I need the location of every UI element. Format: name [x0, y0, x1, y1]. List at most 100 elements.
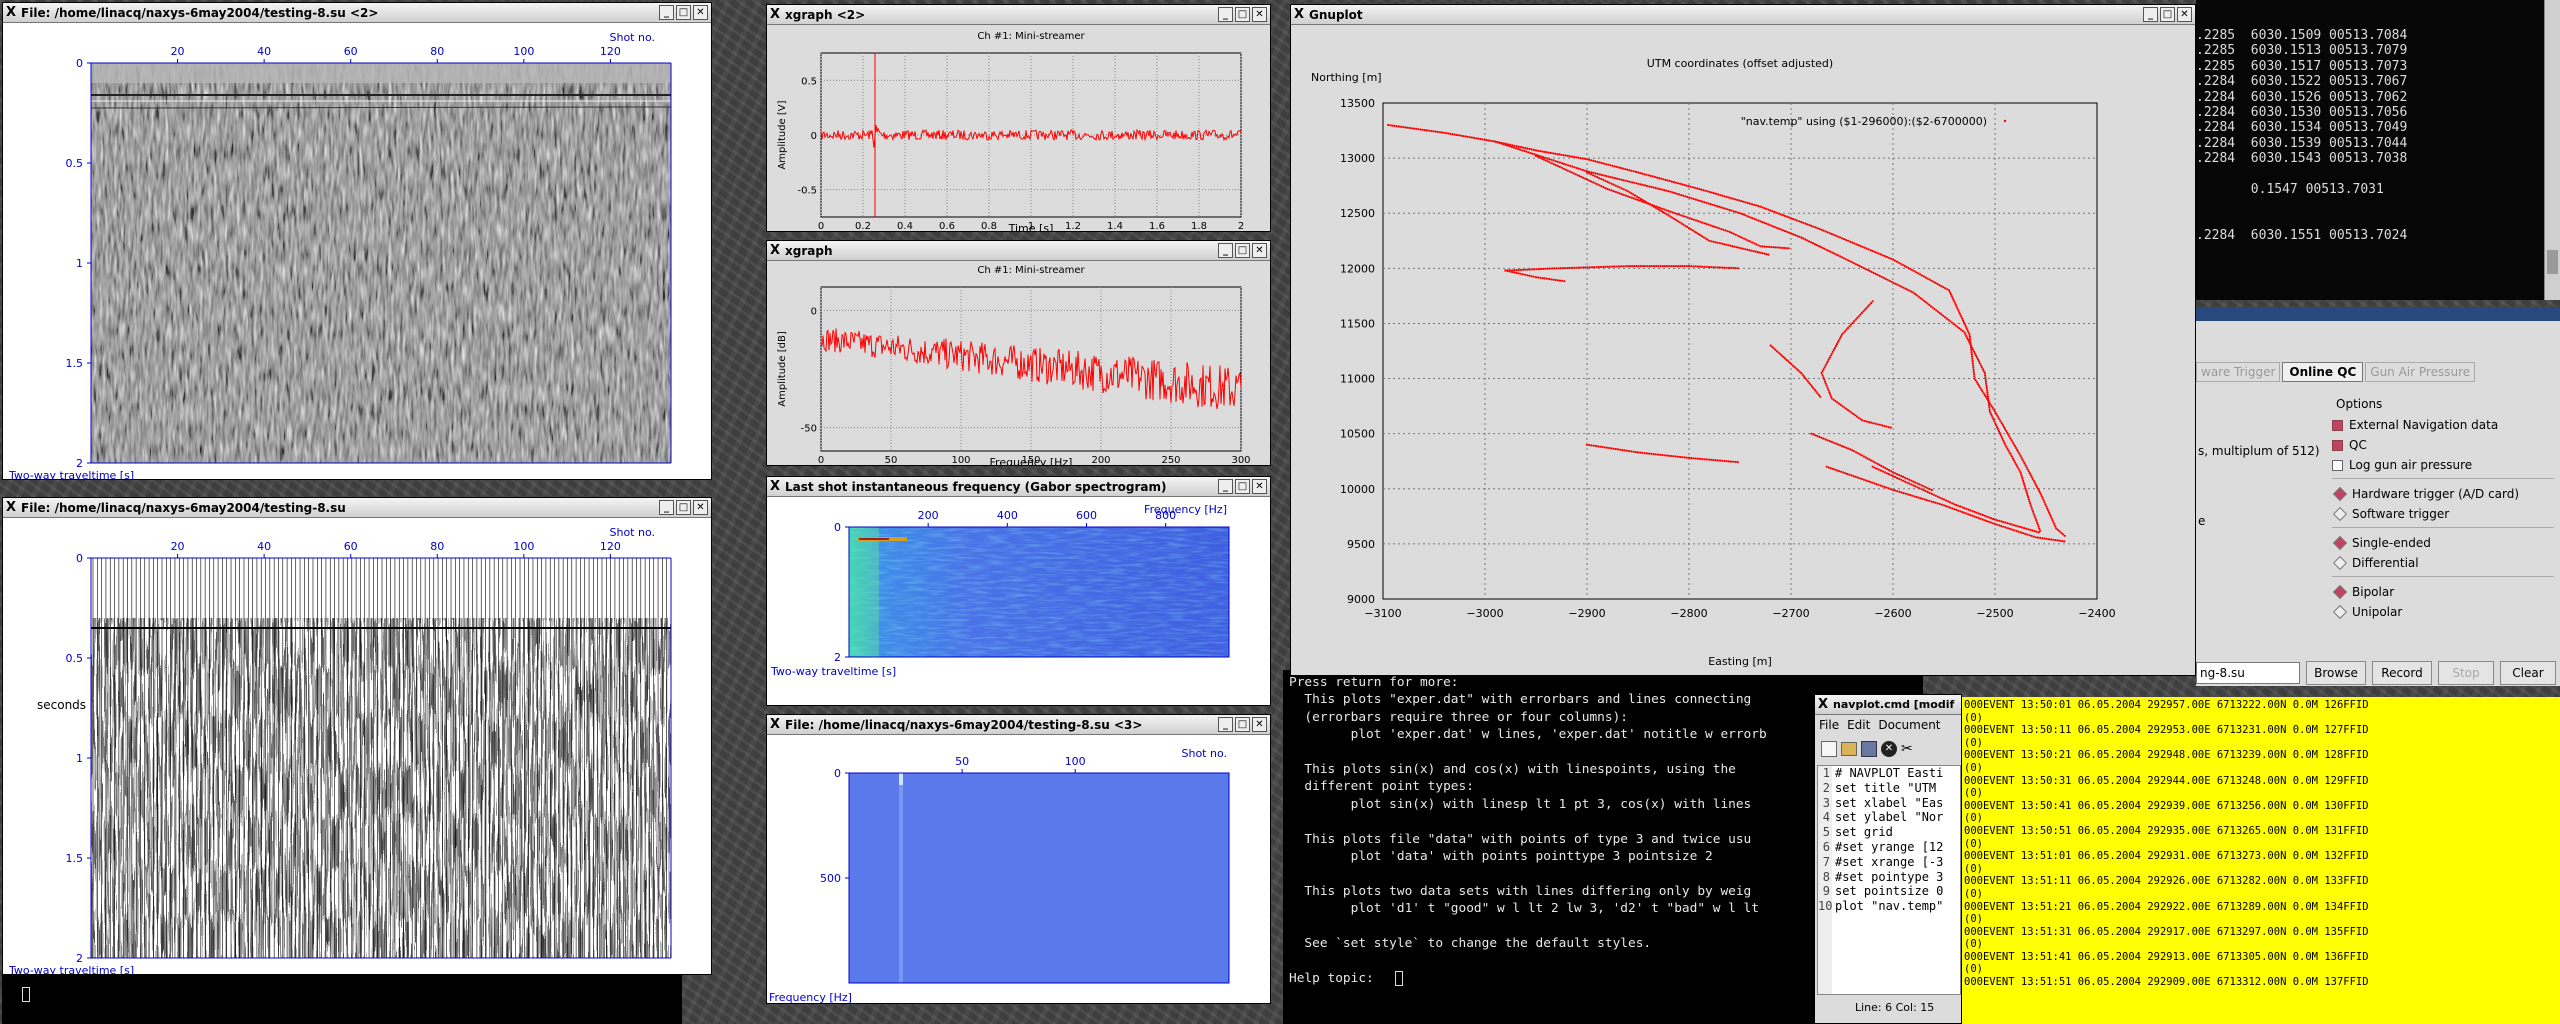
tab-online-qc[interactable]: Online QC	[2282, 362, 2364, 382]
nav-point	[1641, 451, 1644, 454]
maximize-button[interactable]: □	[2160, 7, 2175, 22]
external-navigation-checkbox[interactable]: External Navigation data	[2332, 418, 2554, 432]
nav-point	[1870, 302, 1873, 305]
bipolar-radio[interactable]: Bipolar	[2332, 584, 2554, 600]
nav-point	[1626, 190, 1629, 193]
nav-point	[2046, 507, 2049, 510]
minimize-button[interactable]: _	[659, 500, 674, 515]
nav-point	[1604, 187, 1607, 190]
tab-gun-air-pressure[interactable]: Gun Air Pressure	[2365, 362, 2476, 382]
menu-document[interactable]: Document	[1878, 718, 1941, 732]
x-logo-icon: X	[770, 243, 781, 258]
maximize-button[interactable]: □	[676, 500, 691, 515]
nav-point	[1969, 509, 1972, 512]
log-line: 000EVENT 13:51:51 06.05.2004 292909.00E …	[1964, 976, 2369, 989]
nav-point	[1747, 215, 1750, 218]
differential-radio[interactable]: Differential	[2332, 555, 2554, 571]
nav-point	[1663, 208, 1666, 211]
nav-point	[1573, 155, 1576, 159]
nav-point	[1645, 201, 1648, 204]
maximize-button[interactable]: □	[1235, 243, 1250, 258]
record-button[interactable]: Record	[2372, 661, 2432, 685]
nav-point	[2058, 530, 2061, 533]
close-button[interactable]: ✕	[693, 5, 708, 20]
nav-point	[2009, 453, 2012, 456]
nav-point	[1669, 210, 1672, 213]
new-file-icon[interactable]	[1821, 741, 1837, 757]
close-button[interactable]: ✕	[1252, 243, 1267, 258]
nav-point	[1665, 189, 1668, 192]
nav-point	[1999, 433, 2002, 437]
nav-point	[2002, 520, 2005, 524]
menu-edit[interactable]: Edit	[1847, 718, 1871, 732]
unipolar-radio[interactable]: Unipolar	[2332, 604, 2554, 620]
minimize-button[interactable]: _	[2143, 7, 2158, 22]
maximize-button[interactable]: □	[1235, 479, 1250, 494]
maximize-button[interactable]: □	[1235, 7, 1250, 22]
minimize-button[interactable]: _	[1218, 717, 1233, 732]
nav-point	[1828, 232, 1831, 235]
nav-point	[1873, 466, 1876, 469]
open-folder-icon[interactable]	[1841, 742, 1857, 756]
nav-point	[2023, 483, 2026, 486]
event-log[interactable]: 000EVENT 13:50:01 06.05.2004 292957.00E …	[1960, 697, 2560, 1024]
nav-point	[1745, 214, 1748, 217]
nav-point	[2032, 512, 2035, 515]
qc-checkbox[interactable]: QC	[2332, 438, 2554, 452]
cut-icon[interactable]: ✂	[1901, 741, 1913, 757]
bottom-left-terminal[interactable]	[2, 975, 682, 1024]
nav-point	[1823, 366, 1826, 369]
nav-point	[1851, 321, 1854, 324]
nav-point	[1676, 220, 1679, 223]
browse-button[interactable]: Browse	[2306, 661, 2366, 685]
minimize-button[interactable]: _	[1218, 7, 1233, 22]
nav-point	[1946, 288, 1949, 291]
nav-point	[1954, 324, 1957, 327]
single-ended-radio[interactable]: Single-ended	[2332, 535, 2554, 551]
nav-point	[1510, 145, 1513, 149]
nav-point	[1876, 273, 1879, 276]
minimize-button[interactable]: _	[1218, 479, 1233, 494]
nav-point	[1626, 265, 1629, 268]
nav-point	[1667, 190, 1670, 193]
minimize-button[interactable]: _	[659, 5, 674, 20]
nav-point	[1873, 482, 1876, 485]
nav-point	[1757, 244, 1760, 247]
nav-point	[2027, 498, 2030, 501]
maximize-button[interactable]: □	[676, 5, 691, 20]
minimize-button[interactable]: _	[1218, 243, 1233, 258]
navplot-text-area[interactable]: 1 2 3 4 5 6 7 8 9 10 # NAVPLOT Easti set title "U…	[1817, 765, 1961, 995]
nav-terminal[interactable]: .2285 6030.1509 00513.7084 .2285 6030.15…	[2196, 0, 2560, 300]
nav-point	[1669, 190, 1672, 193]
tab-ware-trigger[interactable]: ware Trigger	[2196, 362, 2281, 382]
close-button[interactable]: ✕	[1252, 7, 1267, 22]
maximize-button[interactable]: □	[1235, 717, 1250, 732]
nav-point	[1651, 175, 1654, 178]
close-button[interactable]: ✕	[2177, 7, 2192, 22]
hardware-trigger-radio[interactable]: Hardware trigger (A/D card)	[2332, 486, 2554, 502]
menu-file[interactable]: File	[1819, 718, 1840, 732]
nav-terminal-scrollbar[interactable]	[2544, 0, 2560, 300]
nav-point	[1829, 395, 1832, 398]
software-trigger-radio[interactable]: Software trigger	[2332, 506, 2554, 522]
nav-point	[1631, 265, 1634, 268]
clear-button[interactable]: Clear	[2500, 661, 2556, 685]
nav-point	[1967, 331, 1970, 334]
close-button[interactable]: ✕	[693, 500, 708, 515]
close-button[interactable]: ✕	[1252, 717, 1267, 732]
nav-point	[1682, 215, 1685, 218]
nav-point	[2026, 493, 2029, 497]
nav-point	[1963, 331, 1966, 334]
save-icon[interactable]	[1861, 741, 1877, 757]
close-icon[interactable]: ✕	[1881, 741, 1897, 757]
x-tick-label: 0.4	[897, 221, 913, 232]
nav-point	[1735, 246, 1738, 249]
close-button[interactable]: ✕	[1252, 479, 1267, 494]
nav-point	[1610, 447, 1613, 450]
nav-point	[1716, 241, 1719, 244]
nav-point	[1719, 194, 1722, 197]
stop-button[interactable]: Stop	[2438, 661, 2494, 685]
nav-point	[1694, 198, 1697, 201]
file-name-input[interactable]	[2196, 662, 2300, 684]
log-gun-air-pressure-checkbox[interactable]: Log gun air pressure	[2332, 458, 2554, 472]
